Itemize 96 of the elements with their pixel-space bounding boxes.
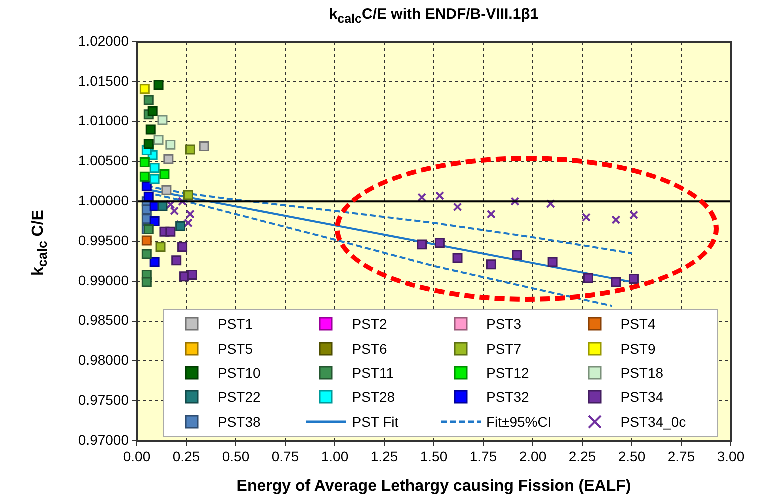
point	[148, 106, 158, 116]
y-tick-label: 0.99000	[78, 272, 130, 288]
point	[150, 163, 160, 174]
point	[156, 242, 166, 252]
legend-label: PST9	[620, 340, 656, 357]
point	[583, 273, 594, 284]
point	[582, 213, 591, 222]
point	[170, 206, 180, 216]
x-tick-label: 2.50	[618, 448, 646, 464]
legend-label: PST3	[486, 316, 522, 332]
x-tick-label: 0.75	[272, 448, 300, 464]
x-tick-label: 1.00	[321, 448, 349, 464]
legend-label: PST5	[218, 340, 254, 357]
point	[434, 238, 445, 248]
legend-label: PST34	[620, 389, 664, 406]
legend-label: PST38	[218, 414, 261, 430]
point	[142, 181, 152, 192]
point	[486, 260, 496, 270]
point	[486, 210, 496, 219]
point	[178, 242, 188, 252]
point	[166, 140, 176, 150]
point	[185, 144, 196, 155]
point	[548, 257, 558, 268]
point	[142, 249, 152, 260]
point	[417, 240, 428, 250]
point	[183, 190, 194, 200]
x-tick-label: 1.50	[420, 448, 448, 464]
point	[150, 216, 160, 227]
legend-label: PST32	[486, 389, 530, 406]
point	[144, 139, 154, 150]
point	[452, 253, 463, 264]
legend-label: PST7	[486, 340, 522, 357]
point	[435, 191, 444, 201]
point	[140, 172, 150, 182]
point	[199, 142, 210, 152]
point	[158, 115, 168, 126]
legend-label: PST28	[352, 389, 396, 406]
y-tick-label: 0.98500	[78, 312, 130, 328]
point	[611, 277, 622, 288]
legend-label: PST Fit	[352, 414, 399, 430]
legend-label: PST1	[218, 316, 254, 332]
legend-label: PST4	[620, 316, 656, 332]
point	[154, 80, 164, 90]
point	[546, 199, 556, 209]
point	[164, 154, 174, 164]
x-tick-label: 2.75	[668, 448, 696, 464]
point	[612, 215, 621, 224]
x-tick-label: 3.00	[717, 448, 745, 464]
x-tick-label: 0.25	[172, 448, 200, 464]
x-tick-label: 0.50	[222, 448, 250, 464]
point	[142, 236, 152, 246]
point	[178, 197, 188, 206]
legend-label: PST22	[218, 389, 261, 406]
x-axis-title: Energy of Average Lethargy causing Fission (EALF)	[236, 478, 632, 496]
point	[162, 185, 172, 196]
y-tick-label: 0.97000	[78, 432, 130, 448]
point	[160, 169, 170, 180]
x-tick-label: 1.25	[370, 448, 398, 464]
x-tick-label: 1.75	[470, 448, 498, 464]
chart-title: k$_{calc}$C/E with ENDF/B-VIII.1β1	[328, 6, 540, 26]
point	[140, 84, 150, 94]
legend-label: PST11	[352, 364, 394, 381]
x-tick-label: 2.00	[519, 448, 547, 464]
legend-label: PST34_0c	[620, 414, 686, 430]
y-tick-label: 0.99500	[78, 232, 130, 248]
legend-label: PST2	[352, 316, 388, 332]
legend-label: PST6	[352, 340, 388, 357]
point	[140, 158, 150, 168]
legend-label: PST10	[218, 364, 261, 381]
point	[142, 277, 152, 288]
point	[628, 274, 639, 284]
point	[187, 270, 198, 280]
y-tick-label: 1.01500	[78, 72, 130, 89]
y-tick-label: 0.98000	[78, 352, 130, 368]
legend-label: Fit±95%CI	[486, 414, 552, 430]
y-tick-label: 1.02000	[78, 32, 130, 49]
point	[510, 197, 520, 206]
point	[144, 95, 154, 106]
point	[154, 135, 164, 146]
point	[512, 250, 522, 260]
y-tick-label: 1.01000	[78, 112, 130, 129]
point	[150, 174, 160, 184]
point	[158, 201, 168, 212]
point	[629, 210, 639, 220]
point	[166, 226, 176, 237]
point	[150, 257, 160, 268]
point	[146, 124, 156, 135]
legend-label: PST12	[486, 364, 530, 381]
y-tick-label: 0.97500	[78, 392, 130, 408]
y-tick-label: 1.00500	[78, 152, 130, 169]
y-tick-label: 1.00000	[78, 192, 130, 208]
x-tick-label: 0.00	[123, 448, 151, 464]
x-tick-label: 2.25	[568, 448, 596, 464]
point	[453, 202, 462, 212]
point	[172, 256, 182, 266]
legend-label: PST18	[620, 364, 664, 381]
